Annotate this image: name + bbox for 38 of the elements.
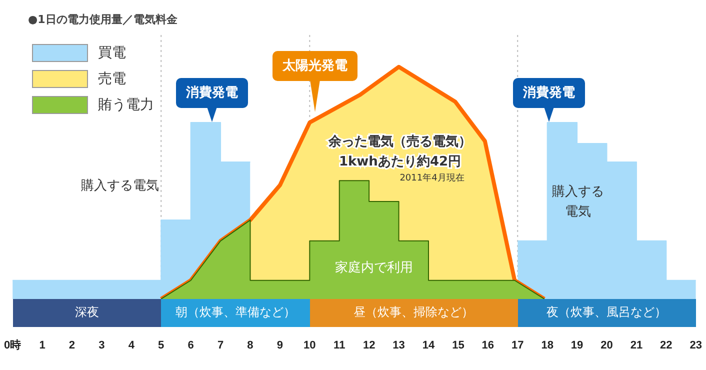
chart-title: ●1日の電力使用量／電気料金 (28, 12, 178, 27)
x-tick-label: 12 (362, 339, 376, 352)
legend-label: 賄う電力 (98, 96, 154, 114)
x-tick-label: 13 (392, 339, 405, 352)
x-tick-label: 9 (276, 339, 284, 352)
annotation: 購入する電気 (81, 178, 159, 194)
annotation: 太陽光発電 (282, 58, 348, 74)
x-tick-label: 6 (188, 339, 194, 352)
annotation: 消費発電 (522, 85, 575, 100)
x-tick-label: 2 (68, 339, 76, 352)
x-tick-label: 0時 (4, 338, 22, 352)
x-tick-label: 20 (600, 339, 613, 352)
x-tick-label: 16 (482, 339, 494, 352)
x-tick-label: 4 (128, 339, 136, 352)
x-tick-label: 5 (158, 339, 164, 352)
annotation: 余った電気（売る電気） (328, 134, 472, 150)
x-tick-label: 18 (541, 339, 554, 352)
x-tick-label: 19 (570, 339, 584, 352)
x-tick-label: 7 (217, 339, 224, 352)
x-tick-label: 8 (247, 339, 254, 352)
x-tick-label: 21 (630, 339, 643, 352)
x-tick-label: 17 (512, 339, 524, 352)
x-tick-label: 15 (452, 339, 464, 352)
annotation: 購入する電気 (552, 184, 604, 220)
x-tick-label: 1 (39, 339, 46, 352)
legend-label: 買電 (98, 44, 126, 62)
legend-label: 売電 (98, 70, 126, 88)
x-tick-label: 23 (690, 339, 702, 352)
x-tick-label: 14 (422, 339, 436, 352)
x-tick-label: 22 (660, 339, 672, 352)
x-tick-label: 3 (98, 339, 105, 352)
annotation: 消費発電 (185, 85, 238, 100)
x-tick-label: 10 (304, 339, 316, 352)
annotation: 2011年4月現在 (400, 172, 464, 184)
annotation: 家庭内で利用 (335, 259, 413, 276)
annotation: 1kwhあたり約42円 (338, 154, 462, 170)
time-period-strip: 深夜 朝（炊事、準備など） 昼（炊事、掃除など） 夜（炊事、風呂など） (12, 298, 696, 327)
x-tick-label: 11 (334, 339, 346, 352)
